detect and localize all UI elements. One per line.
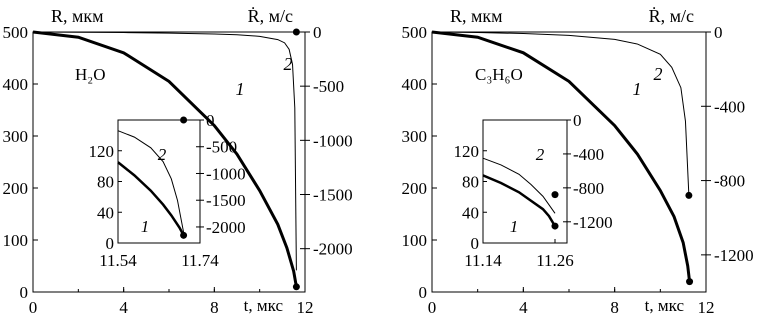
substance-label: H₂O [75,65,105,84]
inset-series-2-line [482,157,556,214]
y2-tick-label: 0 [313,23,322,42]
inset-series-2-end-marker [180,116,188,124]
x-tick-label: 0 [428,298,437,317]
inset-y-tick-label: 40 [97,203,114,222]
y-axis-label: R, мкм [450,6,503,26]
inset-y2-tick-label: -1500 [206,191,246,210]
y2-tick-label: -500 [313,77,344,96]
inset-series-2-label: 2 [536,145,545,164]
inset-y-tick-label: 0 [106,234,115,253]
inset-series-1-end-marker [180,231,188,239]
y2-axis-label: Ṙ, м/с [649,6,694,26]
series-1-label: 1 [236,79,245,99]
y-tick-label: 200 [3,179,29,198]
series-2-line [431,31,690,196]
y-tick-label: 300 [3,127,29,146]
series-2-line [32,31,297,271]
x-tick-label: 4 [119,298,128,317]
y2-tick-label: -800 [714,172,745,191]
series-1-line [32,30,298,288]
y-tick-label: 400 [3,75,29,94]
inset-series-1-line [117,161,185,236]
inset-chart: 0 40 80 120 0 -500 -1000 -1500 -2000 11.54 11.74 1 2 [89,111,246,270]
inset-series-2-line [117,130,185,233]
x-tick-label: 12 [297,298,314,317]
y-tick-label: 300 [402,127,428,146]
inset-series-2-label: 2 [158,145,167,164]
y2-tick-label: -2000 [313,240,353,259]
y2-axis-label: Ṙ, м/с [248,6,293,26]
inset-x-tick-label: 11.74 [181,251,219,270]
series-1-line [431,30,692,282]
y-tick-label: 100 [402,231,428,250]
series-1-label: 1 [633,79,642,99]
inset-y2-tick-label: -800 [573,179,604,198]
inset-series-1-label: 1 [141,217,150,236]
y-tick-label: 200 [402,179,428,198]
y-tick-label: 500 [402,23,428,42]
inset-y2-tick-label: -400 [573,145,604,164]
inset-x-tick-label: 11.26 [536,251,574,270]
inset-y-tick-label: 0 [471,234,480,253]
inset-x-tick-label: 11.54 [99,251,137,270]
inset-y2-tick-label: 0 [206,111,215,130]
inset-y2-tick-label: -500 [206,138,237,157]
x-tick-label: 8 [210,298,219,317]
inset-y-tick-label: 120 [454,142,480,161]
inset-y-tick-label: 80 [97,173,114,192]
y2-tick-label: 0 [714,23,723,42]
series-2-label: 2 [654,64,663,84]
y-tick-label: 100 [3,231,29,250]
x-tick-label: 8 [610,298,619,317]
inset-y2-tick-label: -2000 [206,218,246,237]
y2-tick-label: -1000 [313,131,353,150]
series-1-end-marker [686,278,694,286]
inset-series-1-line [482,174,557,227]
inset-y-tick-label: 120 [89,142,115,161]
x-tick-label: 0 [29,298,38,317]
series-2-end-marker [685,191,693,199]
inset-y2-tick-label: -1200 [573,213,613,232]
y-tick-label: 500 [3,23,29,42]
series-2-end-marker [292,28,300,36]
y-tick-label: 0 [20,283,29,302]
inset-chart: 0 40 80 120 0 -400 -800 -1200 11.14 11.26 1 2 [454,111,613,270]
x-tick-label: 4 [519,298,528,317]
y2-tick-label: -400 [714,97,745,116]
inset-y-tick-label: 80 [462,173,479,192]
inset-y2-tick-label: -1000 [206,164,246,183]
y-tick-label: 400 [402,75,428,94]
inset-frame [117,119,201,244]
y2-tick-label: -1500 [313,186,353,205]
inset-y2-tick-label: 0 [573,111,582,130]
inset-series-2-end-marker [551,191,559,199]
substance-label: C₃H₆O [475,65,523,84]
y-tick-label: 0 [419,283,428,302]
series-1-end-marker [292,283,300,291]
x-tick-label: 12 [698,298,715,317]
inset-x-tick-label: 11.14 [464,251,502,270]
inset-series-1-label: 1 [510,217,519,236]
series-2-label: 2 [284,54,293,74]
inset-series-1-end-marker [551,222,559,230]
y2-tick-label: -1200 [714,246,754,265]
inset-y-tick-label: 40 [462,203,479,222]
x-axis-label: t, мкс [645,296,685,315]
y-axis-label: R, мкм [51,6,104,26]
x-axis-label: t, мкс [244,296,284,315]
